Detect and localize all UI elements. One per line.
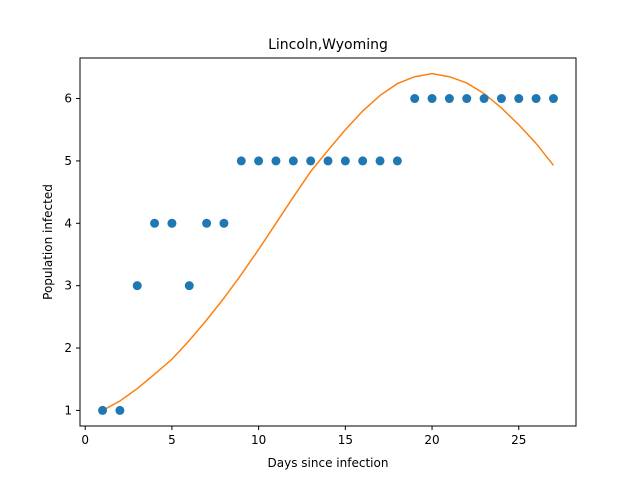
data-point: [98, 405, 108, 415]
data-point: [184, 281, 194, 291]
x-tick-label: 15: [338, 433, 353, 447]
data-point: [358, 156, 368, 166]
data-point: [150, 218, 160, 228]
data-point: [462, 94, 472, 104]
data-point: [548, 94, 558, 104]
y-tick-label: 2: [64, 341, 72, 355]
x-tick-label: 5: [168, 433, 176, 447]
x-tick-label: 10: [251, 433, 266, 447]
data-point: [288, 156, 298, 166]
data-point: [496, 94, 506, 104]
data-point: [236, 156, 246, 166]
data-point: [115, 405, 125, 415]
data-point: [132, 281, 142, 291]
data-point: [444, 94, 454, 104]
y-tick-label: 6: [64, 92, 72, 106]
y-tick-label: 4: [64, 216, 72, 230]
axes-frame: [79, 57, 577, 427]
x-axis-label: Days since infection: [268, 456, 389, 470]
data-point: [323, 156, 333, 166]
y-axis: 1 2 3 4 5 6: [64, 92, 80, 417]
data-point: [167, 218, 177, 228]
data-point: [271, 156, 281, 166]
data-point: [375, 156, 385, 166]
data-point: [219, 218, 229, 228]
y-tick-label: 1: [64, 403, 72, 417]
data-point: [340, 156, 350, 166]
data-point: [254, 156, 264, 166]
x-tick-label: 20: [424, 433, 439, 447]
y-tick-label: 3: [64, 279, 72, 293]
data-point: [514, 94, 524, 104]
data-point: [306, 156, 316, 166]
data-point: [392, 156, 402, 166]
y-tick-label: 5: [64, 154, 72, 168]
y-axis-label: Population infected: [41, 184, 55, 300]
data-point: [410, 94, 420, 104]
x-tick-label: 0: [81, 433, 89, 447]
chart-title: Lincoln,Wyoming: [268, 37, 388, 53]
data-point: [202, 218, 212, 228]
plot-area: [98, 72, 558, 415]
fit-line: [102, 72, 555, 412]
x-tick-label: 25: [511, 433, 526, 447]
x-axis: 0 5 10 15 20 25: [81, 426, 526, 447]
data-point: [479, 94, 489, 104]
data-point: [427, 94, 437, 104]
data-point: [531, 94, 541, 104]
